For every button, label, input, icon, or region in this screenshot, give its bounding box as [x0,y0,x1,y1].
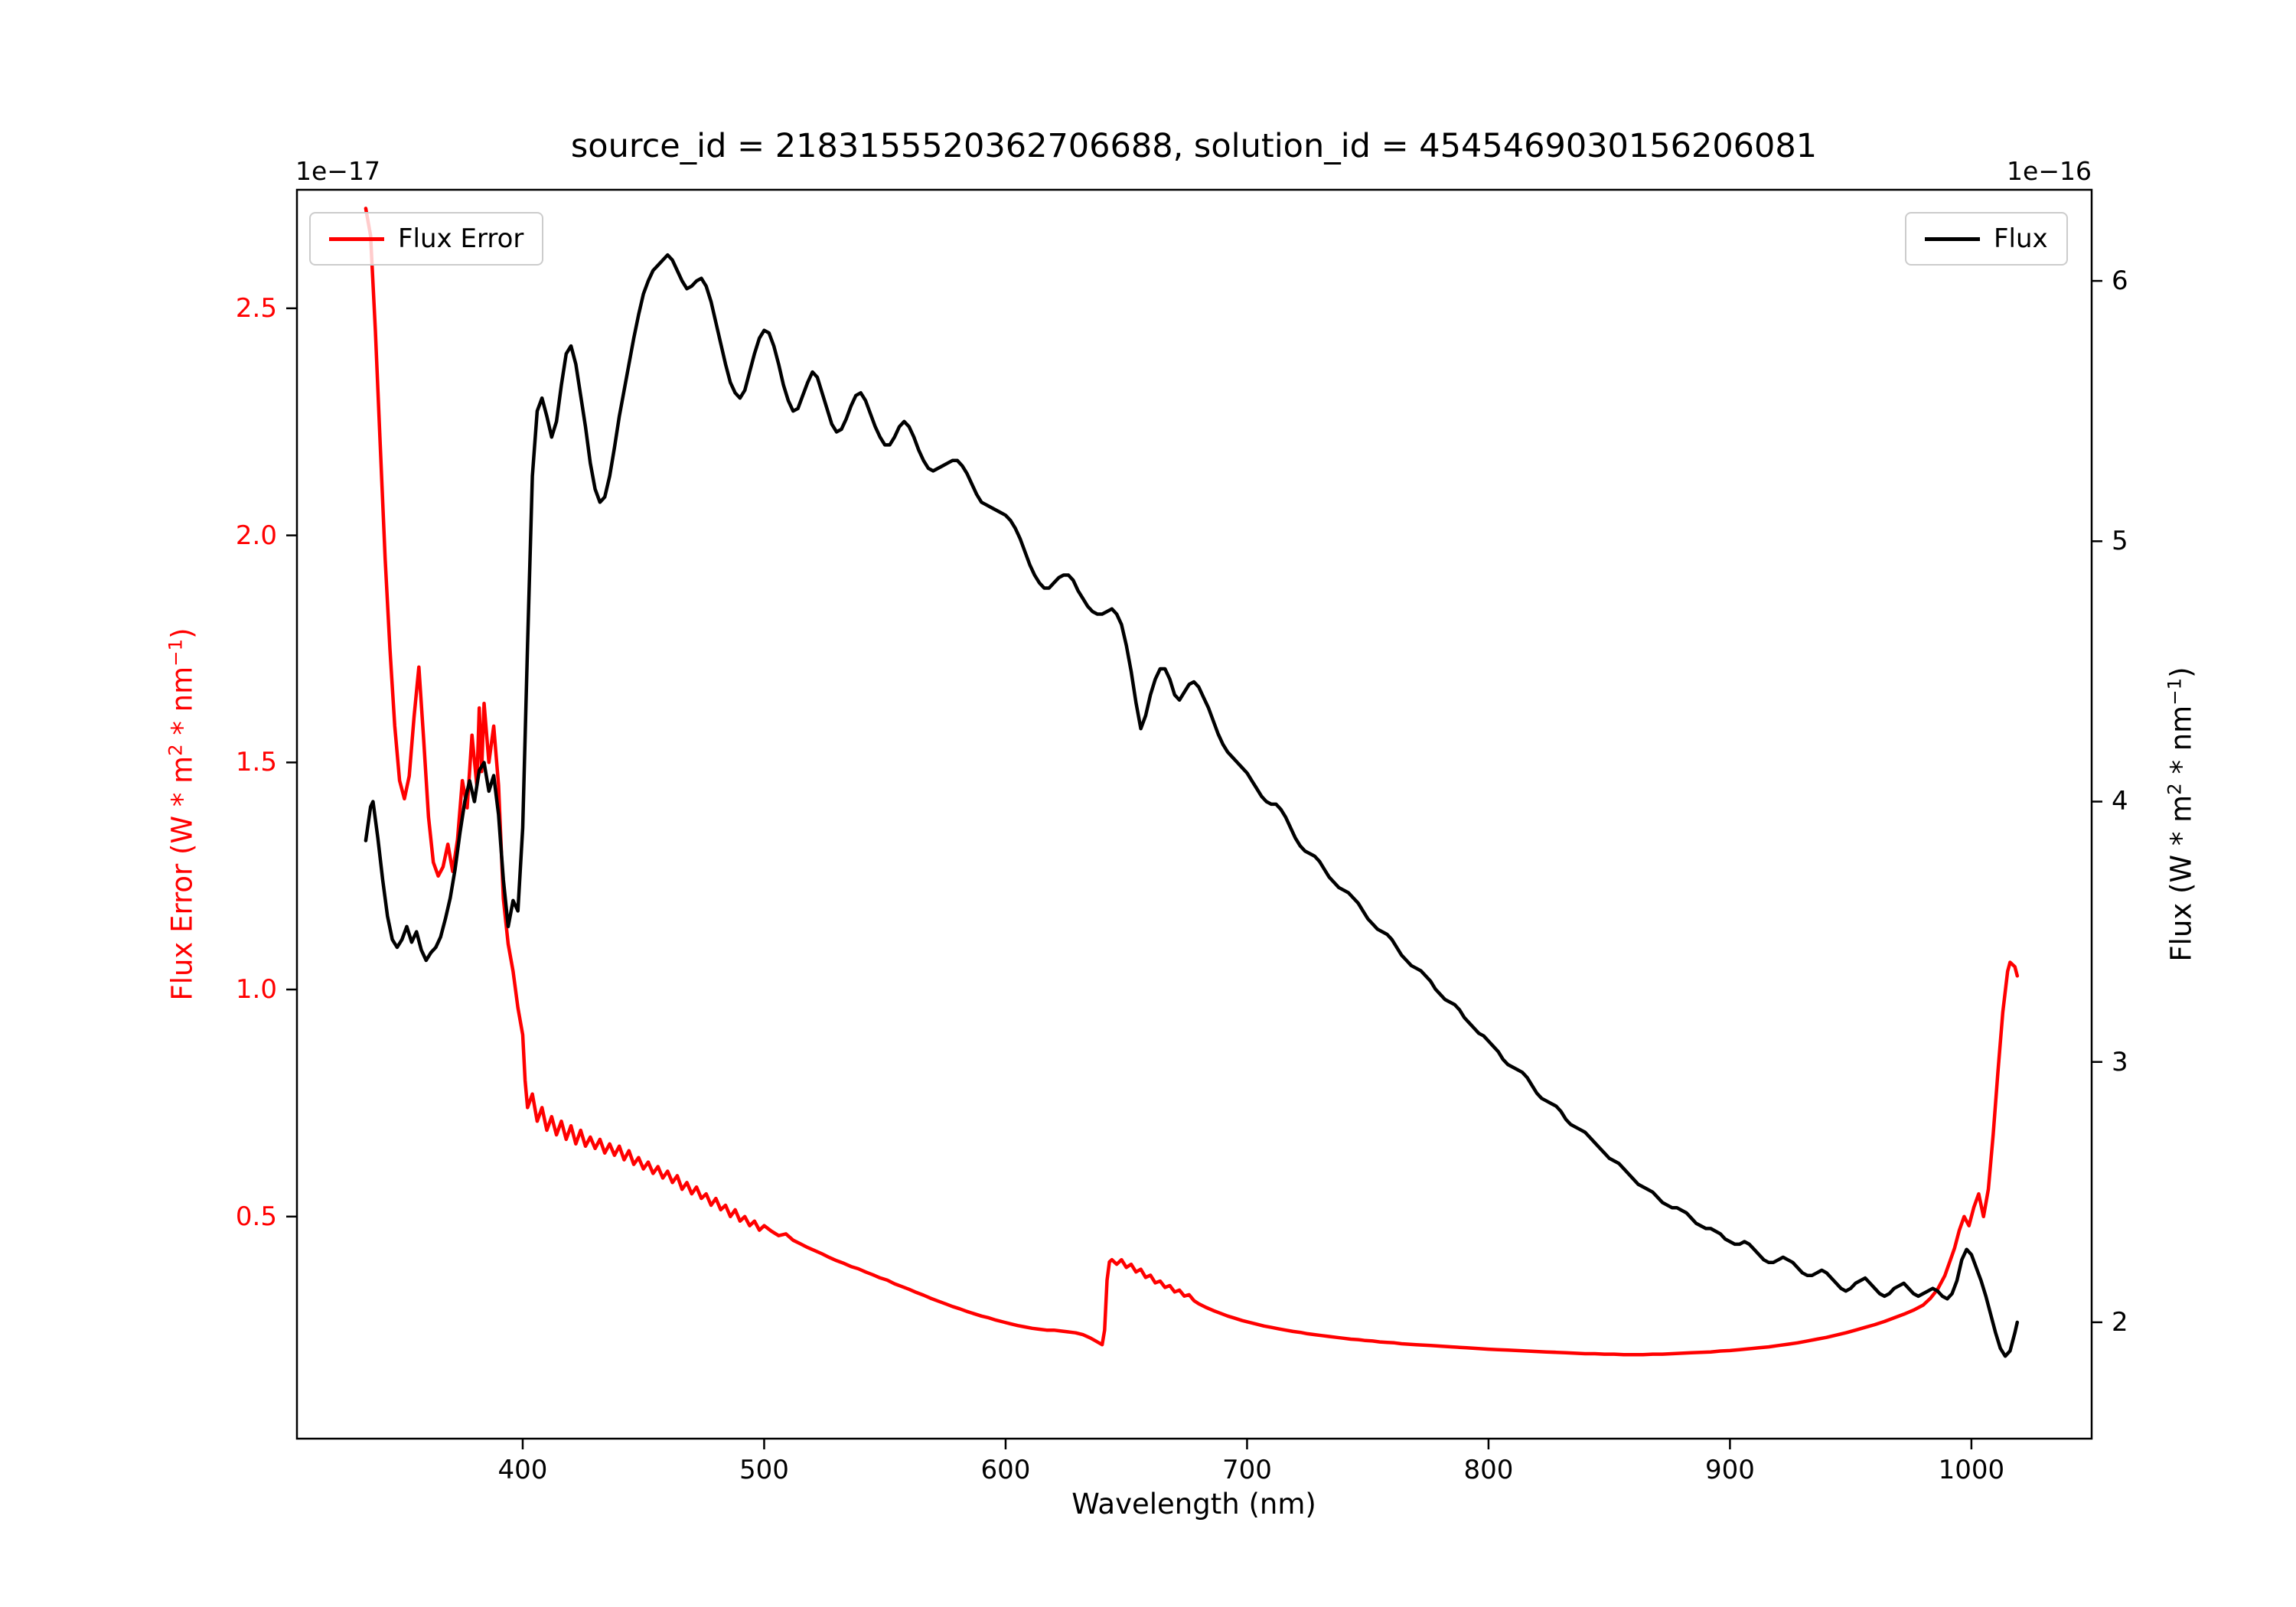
flux-error-legend-label: Flux Error [398,223,524,254]
chart-title: source_id = 2183155520362706688, solutio… [570,127,1818,165]
x-tick-label: 800 [1463,1455,1514,1485]
right-axis-label: Flux (W * m2 * nm−1) [2163,667,2197,961]
left-y-tick-label: 2.5 [235,292,277,324]
x-tick-label: 1000 [1938,1455,2005,1485]
right-axis-label-end: ) [2164,667,2198,678]
flux-legend: Flux [1905,212,2068,266]
flux-line-sample-icon [1925,236,1980,241]
left-axis-label-sup-minus1: −1 [164,638,187,667]
right-axis-label-sup-2: 2 [2163,783,2186,795]
left-axis-label-end: ) [165,627,199,639]
left-y-tick-label: 1.0 [235,974,277,1006]
flux-curve [364,253,2020,1358]
x-tick-label: 700 [1221,1455,1272,1485]
right-y-tick-label: 6 [2112,266,2128,297]
right-axis-label-text: Flux (W * m [2164,794,2198,962]
x-tick-label: 900 [1704,1455,1755,1485]
right-y-tick-label: 3 [2112,1046,2128,1077]
left-axis-label: Flux Error (W * m2 * nm−1) [164,627,198,1000]
right-y-tick-label: 5 [2112,526,2128,557]
flux-error-line-sample-icon [329,236,384,241]
flux-legend-label: Flux [1994,223,2048,254]
right-y-tick-label: 4 [2112,786,2128,817]
left-axis-label-mid: * nm [165,666,199,745]
x-tick-label: 400 [497,1455,548,1485]
left-y-tick-label: 2.0 [235,520,277,551]
right-axis-scale-offset-text: 1e−16 [2007,156,2092,186]
left-axis-scale-offset-text: 1e−17 [295,156,380,186]
left-y-tick-label: 1.5 [235,747,277,778]
x-tick-label: 600 [980,1455,1031,1485]
plot-frame [295,188,2093,1440]
x-tick-label: 500 [739,1455,789,1485]
flux-error-legend: Flux Error [309,212,544,266]
right-axis-label-sup-minus1: −1 [2163,677,2186,706]
right-axis-label-mid: * nm [2164,705,2198,784]
x-axis-label: Wavelength (nm) [1071,1488,1316,1521]
left-axis-label-text: Flux Error (W * m [165,755,199,1001]
right-y-tick-label: 2 [2112,1306,2128,1338]
left-axis-label-sup-2: 2 [164,744,187,756]
flux-error-curve [364,207,2020,1357]
left-y-tick-label: 0.5 [235,1201,277,1232]
